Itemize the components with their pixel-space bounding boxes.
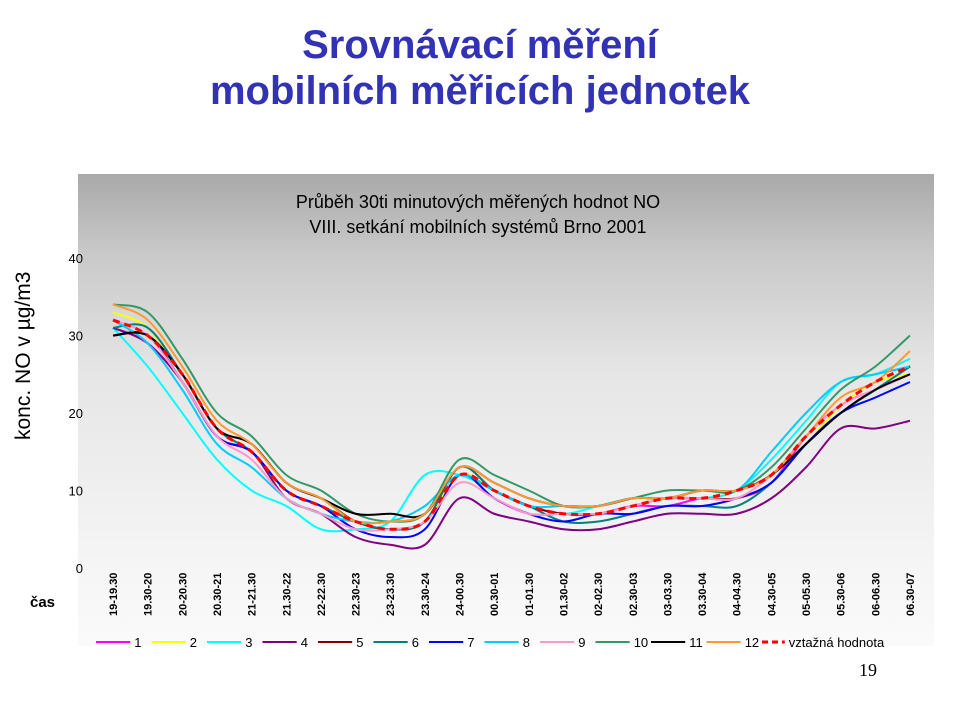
y-axis-label: konc. NO v µg/m3	[12, 271, 35, 440]
x-tick-label: 19.30-20	[143, 573, 155, 616]
x-tick-label: 04-04.30	[732, 573, 744, 616]
legend-label: 2	[190, 635, 197, 650]
chart-panel	[78, 174, 934, 646]
legend-label: 12	[745, 635, 759, 650]
x-tick-label: 20-20.30	[177, 573, 189, 616]
x-tick-label: 05-05.30	[801, 573, 813, 616]
y-tick-label: 10	[69, 484, 83, 499]
series-line-12	[112, 303, 911, 525]
x-tick-label: 20.30-21	[212, 573, 224, 616]
series-line-13	[112, 318, 911, 531]
chart-title-line-2: VIII. setkání mobilních systémů Brno 200…	[309, 217, 646, 237]
x-tick-label: 19-19.30	[108, 573, 120, 616]
chart-title-line-1: Průběh 30ti minutových měřených hodnot N…	[296, 192, 660, 212]
x-tick-label: 22.30-23	[351, 573, 363, 616]
series-line-2	[112, 311, 911, 531]
legend-label: 9	[578, 635, 585, 650]
page-number: 19	[859, 660, 877, 680]
x-tick-label: 05.30-06	[836, 573, 848, 616]
legend-label: 8	[523, 635, 530, 650]
legend: 1 2 3 4 5 6 7 8 9 10 11 12 vztažná hodnota	[96, 635, 885, 650]
legend-label: 1	[134, 635, 141, 650]
legend-label: 10	[634, 635, 648, 650]
series-line-10	[112, 303, 911, 523]
x-tick-label: 24-00.30	[455, 573, 467, 616]
x-tick-label: 01.30-02	[558, 573, 570, 616]
y-tick-label: 30	[69, 329, 83, 344]
legend-label: 7	[467, 635, 474, 650]
x-tick-label: 03.30-04	[697, 572, 709, 616]
legend-label: 3	[245, 635, 252, 650]
x-tick-label: 06-06.30	[870, 573, 882, 616]
x-tick-label: 23-23.30	[385, 573, 397, 616]
x-tick-label: 03-03.30	[662, 573, 674, 616]
x-tick-label: 21-21.30	[247, 573, 259, 616]
x-tick-label: 00.30-01	[489, 573, 501, 616]
x-tick-label: 01-01.30	[524, 573, 536, 616]
y-tick-label: 40	[69, 251, 83, 266]
x-tick-label: 02-02.30	[593, 573, 605, 616]
series-line-8	[112, 319, 911, 524]
x-tick-label: 22-22.30	[316, 573, 328, 616]
slide-title: Srovnávací měření mobilních měřicích jed…	[0, 22, 960, 114]
x-axis-label: čas	[30, 594, 56, 611]
legend-label: 11	[689, 635, 703, 650]
series-group	[112, 303, 911, 550]
y-tick-label: 20	[69, 406, 83, 421]
x-tick-label: 23.30-24	[420, 572, 432, 616]
x-tick-label: 02.30-03	[628, 573, 640, 616]
y-tick-label: 0	[76, 561, 83, 576]
axis-group: 0 10 20 30 40 19-19.30 19.30-20 20-20.30 20.30-2…	[69, 251, 917, 616]
x-tick-label: 04.30-05	[766, 573, 778, 616]
slide-title-line-1: Srovnávací měření	[302, 23, 658, 67]
legend-label: 6	[412, 635, 419, 650]
slide-title-line-2: mobilních měřicích jednotek	[209, 69, 751, 113]
x-tick-label: 06.30-07	[905, 573, 917, 616]
legend-label: 5	[356, 635, 363, 650]
x-tick-label: 21.30-22	[281, 573, 293, 616]
legend-label: 4	[301, 635, 308, 650]
legend-label: vztažná hodnota	[789, 635, 885, 650]
